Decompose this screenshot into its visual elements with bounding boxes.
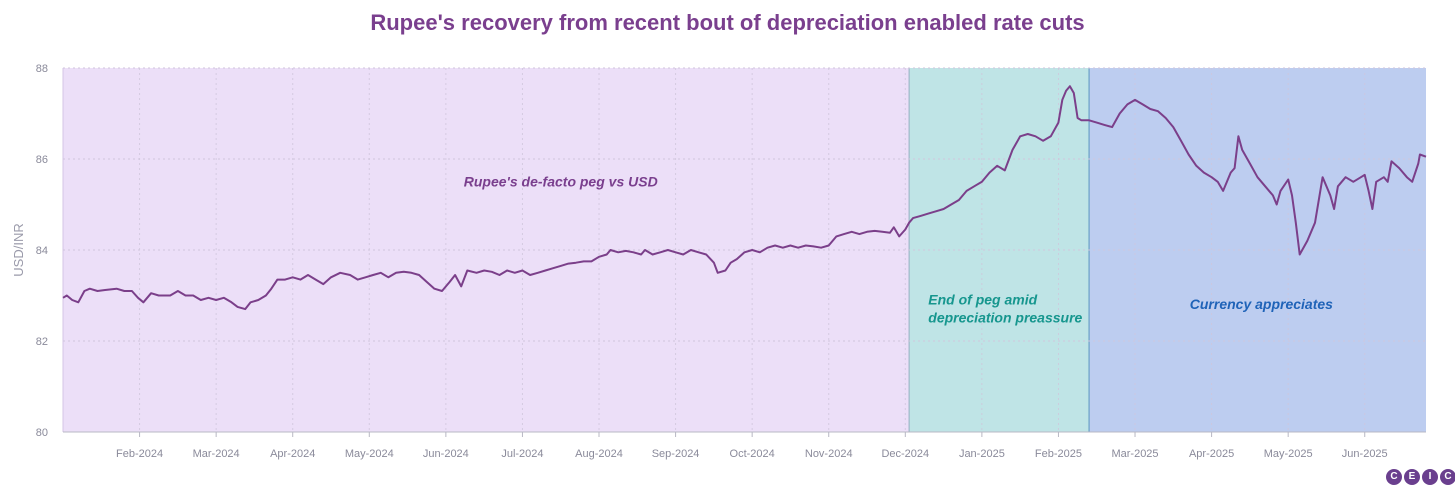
x-tick-label-8: Oct-2024 — [730, 448, 775, 460]
x-tick-label-3: May-2024 — [345, 448, 394, 460]
x-tick-label-5: Jul-2024 — [501, 448, 543, 460]
y-tick-label-3: 86 — [36, 154, 48, 166]
x-tick-label-16: Jun-2025 — [1342, 448, 1388, 460]
x-tick-label-2: Apr-2024 — [270, 448, 315, 460]
series-line-0 — [62, 85, 1427, 311]
x-tick-label-1: Mar-2024 — [193, 448, 240, 460]
y-tick-label-1: 82 — [36, 336, 48, 348]
x-tick-label-13: Mar-2025 — [1111, 448, 1158, 460]
x-tick-label-15: May-2025 — [1264, 448, 1313, 460]
x-tick-label-12: Feb-2025 — [1035, 448, 1082, 460]
logo-letter-0: C — [1386, 469, 1402, 485]
grid-lines — [63, 67, 1426, 433]
y-tick-label-4: 88 — [36, 63, 48, 75]
y-tick-label-2: 84 — [36, 245, 48, 257]
x-tick-label-14: Apr-2025 — [1189, 448, 1234, 460]
x-tick-label-4: Jun-2024 — [423, 448, 469, 460]
x-tick-label-11: Jan-2025 — [959, 448, 1005, 460]
x-tick-label-0: Feb-2024 — [116, 448, 163, 460]
x-tick-label-6: Aug-2024 — [575, 448, 623, 460]
annotations: Rupee's de-facto peg vs USD End of peg am… — [464, 173, 1333, 325]
logo-letter-2: I — [1422, 469, 1438, 485]
x-tick-label-10: Dec-2024 — [881, 448, 929, 460]
logo-letter-1: E — [1404, 469, 1420, 485]
logo-letter-3: C — [1440, 469, 1455, 485]
x-tick-label-9: Nov-2024 — [805, 448, 853, 460]
region-label-2: Currency appreciates — [1190, 296, 1333, 312]
x-tick-label-7: Sep-2024 — [652, 448, 700, 460]
y-axis-label: USD/INR — [11, 223, 26, 276]
chart-title: Rupee's recovery from recent bout of dep… — [370, 10, 1085, 35]
axes: 80 82 84 86 88 Feb-2024 Mar-2024 Apr-2024 May-20… — [11, 63, 1426, 460]
series-group — [62, 85, 1427, 311]
region-label-0: Rupee's de-facto peg vs USD — [464, 173, 658, 189]
region-label-1: End of peg amid depreciation preassure — [928, 292, 1082, 326]
y-tick-label-0: 80 — [36, 427, 48, 439]
